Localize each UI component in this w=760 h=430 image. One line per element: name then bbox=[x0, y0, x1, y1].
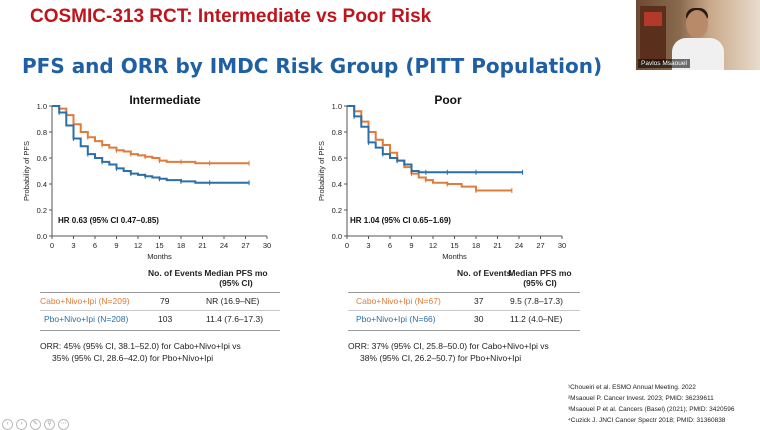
x-tick-label: 21 bbox=[198, 241, 206, 250]
x-tick-label: 9 bbox=[114, 241, 118, 250]
int-col-events-header: No. of Events bbox=[148, 268, 203, 278]
x-tick-label: 15 bbox=[155, 241, 163, 250]
poor-row-pbo-median: 11.2 (4.0–NE) bbox=[510, 314, 563, 324]
y-tick-label: 1.0 bbox=[37, 102, 47, 111]
x-tick-label: 18 bbox=[472, 241, 480, 250]
reference-2: ²Msaouel P. Cancer Invest. 2023; PMID: 3… bbox=[568, 395, 714, 402]
y-tick-label: 0.4 bbox=[37, 180, 47, 189]
int-row-pbo-arm: Pbo+Nivo+Ipi (N=208) bbox=[44, 314, 129, 324]
x-tick-label: 18 bbox=[177, 241, 185, 250]
y-tick-label: 0.0 bbox=[332, 232, 342, 241]
x-tick-label: 15 bbox=[450, 241, 458, 250]
poor-orr-line-1: ORR: 37% (95% CI, 25.8–50.0) for Cabo+Ni… bbox=[348, 341, 549, 351]
poor-table-bottom-rule bbox=[348, 330, 580, 331]
poor-row-cabo-arm: Cabo+Nivo+Ipi (N=67) bbox=[356, 296, 441, 306]
speaker-head bbox=[686, 10, 708, 38]
bookshelf-item bbox=[644, 12, 662, 26]
more-options-icon[interactable]: ⋯ bbox=[58, 419, 69, 430]
km-curve-series-1 bbox=[347, 105, 512, 192]
poor-row-cabo-median: 9.5 (7.8–17.3) bbox=[510, 296, 563, 306]
hazard-ratio-annotation: HR 1.04 (95% CI 0.65–1.69) bbox=[350, 216, 451, 225]
speaker-video[interactable]: Pavlos Msaouel bbox=[636, 0, 760, 70]
chart-title: Intermediate bbox=[129, 93, 201, 107]
int-table-bottom-rule bbox=[40, 330, 280, 331]
poor-row-pbo-events: 30 bbox=[474, 314, 484, 324]
poor-col-median-header: Median PFS mo (95% CI) bbox=[508, 268, 572, 288]
poor-row-pbo-arm: Pbo+Nivo+Ipi (N=66) bbox=[356, 314, 436, 324]
poor-table-row-divider bbox=[348, 310, 580, 311]
x-tick-label: 0 bbox=[345, 241, 349, 250]
y-tick-label: 0.8 bbox=[37, 128, 47, 137]
x-axis-label: Months bbox=[442, 252, 467, 261]
x-tick-label: 30 bbox=[263, 241, 271, 250]
y-tick-label: 0.0 bbox=[37, 232, 47, 241]
y-tick-label: 0.8 bbox=[332, 128, 342, 137]
x-tick-label: 27 bbox=[536, 241, 544, 250]
int-row-cabo-median: NR (16.9–NE) bbox=[206, 296, 260, 306]
x-tick-label: 0 bbox=[50, 241, 54, 250]
zoom-icon[interactable]: ⚲ bbox=[44, 419, 55, 430]
y-axis-label: Probability of PFS bbox=[22, 141, 31, 201]
km-curve-series-2 bbox=[347, 105, 523, 174]
x-tick-label: 24 bbox=[220, 241, 228, 250]
poor-row-cabo-events: 37 bbox=[474, 296, 484, 306]
x-tick-label: 3 bbox=[71, 241, 75, 250]
y-tick-label: 0.6 bbox=[332, 154, 342, 163]
speaker-name-label: Pavlos Msaouel bbox=[638, 59, 690, 68]
x-tick-label: 30 bbox=[558, 241, 566, 250]
chart-poor: Poor 0.0 0.2 0.4 0.6 0.8 1.0 0 3 6 9 12 15 18 21 24 27 30… bbox=[317, 93, 566, 261]
y-tick-label: 0.6 bbox=[37, 154, 47, 163]
x-tick-label: 6 bbox=[93, 241, 97, 250]
slide-title: COSMIC-313 RCT: Intermediate vs Poor Ris… bbox=[30, 6, 432, 27]
slide-subtitle: PFS and ORR by IMDC Risk Group (PITT Pop… bbox=[22, 54, 603, 78]
int-row-pbo-events: 103 bbox=[158, 314, 173, 324]
int-table-row-divider bbox=[40, 310, 280, 311]
chart-intermediate: Intermediate 0.0 0.2 0.4 0.6 0.8 1.0 0 3 6 9 12 15 18… bbox=[22, 93, 271, 261]
next-slide-icon[interactable]: › bbox=[16, 419, 27, 430]
x-tick-label: 27 bbox=[241, 241, 249, 250]
x-tick-label: 24 bbox=[515, 241, 523, 250]
km-curve-series-2 bbox=[52, 105, 250, 184]
x-axis-label: Months bbox=[147, 252, 172, 261]
km-curve-series-1 bbox=[52, 105, 250, 165]
x-tick-label: 12 bbox=[134, 241, 142, 250]
int-row-pbo-median: 11.4 (7.6–17.3) bbox=[206, 314, 264, 324]
y-tick-label: 0.4 bbox=[332, 180, 342, 189]
int-orr-line-2: 35% (95% CI, 28.6–42.0) for Pbo+Nivo+Ipi bbox=[52, 353, 214, 363]
reference-3: ³Msaouel P et al. Cancers (Basel) (2021)… bbox=[568, 406, 735, 413]
x-tick-label: 3 bbox=[366, 241, 370, 250]
presentation-toolbar[interactable]: ‹ › ✎ ⚲ ⋯ bbox=[2, 412, 72, 430]
y-tick-label: 1.0 bbox=[332, 102, 342, 111]
poor-orr-line-2: 38% (95% CI, 26.2–50.7) for Pbo+Nivo+Ipi bbox=[360, 353, 522, 363]
poor-table-rule bbox=[348, 292, 580, 293]
int-row-cabo-events: 79 bbox=[160, 296, 170, 306]
x-tick-label: 6 bbox=[388, 241, 392, 250]
prev-slide-icon[interactable]: ‹ bbox=[2, 419, 13, 430]
x-tick-label: 12 bbox=[429, 241, 437, 250]
y-tick-label: 0.2 bbox=[332, 206, 342, 215]
y-axis-label: Probability of PFS bbox=[317, 141, 326, 201]
poor-col-events-header: No. of Events bbox=[457, 268, 512, 278]
int-orr-line-1: ORR: 45% (95% CI, 38.1–52.0) for Cabo+Ni… bbox=[40, 341, 241, 351]
reference-1: ¹Choueiri et al. ESMO Annual Meeting. 20… bbox=[568, 384, 696, 391]
x-tick-label: 9 bbox=[409, 241, 413, 250]
reference-4: ⁴Cuzick J. JNCI Cancer Spectr 2018; PMID… bbox=[568, 417, 726, 424]
int-table-rule bbox=[40, 292, 280, 293]
chart-title: Poor bbox=[434, 93, 462, 107]
y-tick-label: 0.2 bbox=[37, 206, 47, 215]
int-col-median-header: Median PFS mo (95% CI) bbox=[204, 268, 268, 288]
pen-icon[interactable]: ✎ bbox=[30, 419, 41, 430]
x-tick-label: 21 bbox=[493, 241, 501, 250]
hazard-ratio-annotation: HR 0.63 (95% CI 0.47–0.85) bbox=[58, 216, 159, 225]
int-row-cabo-arm: Cabo+Nivo+Ipi (N=209) bbox=[40, 296, 130, 306]
